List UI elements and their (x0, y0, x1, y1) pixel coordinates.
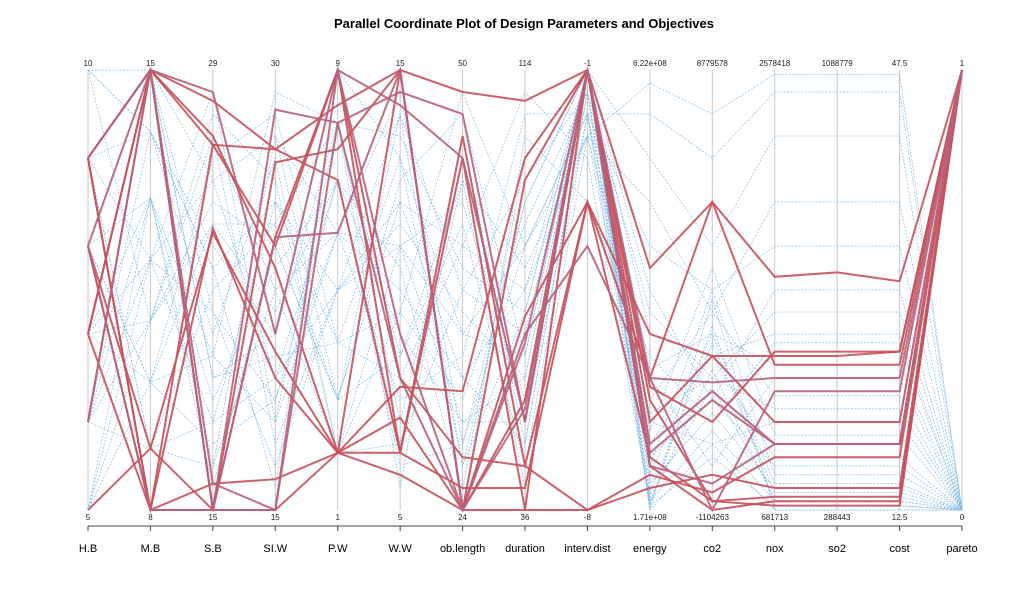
pareto-line-7 (87, 69, 963, 511)
axis-name-co2: co2 (703, 543, 721, 555)
axis-name-ob-length: ob.length (440, 543, 485, 555)
axis-max-label-co2: 8779578 (697, 59, 729, 68)
axis-max-label-pareto: 1 (960, 59, 965, 68)
pareto-line-8 (87, 69, 963, 512)
axis-name-nox: nox (766, 543, 784, 555)
design-line-16 (87, 69, 963, 511)
design-line-25 (87, 69, 963, 511)
axis-max-label-duration: 114 (519, 59, 532, 68)
axis-max-label-ob-length: 50 (458, 59, 467, 68)
axis-name-energy: energy (633, 543, 667, 555)
design-line-34 (87, 91, 963, 511)
axis-min-label-p-w: 1 (335, 513, 340, 522)
axis-name-si-w: SI.W (263, 543, 287, 555)
axis-tick-labels: 1051582915301591155502411436-1-86.22e+08… (84, 59, 965, 522)
axis-max-label-so2: 1088779 (822, 59, 854, 68)
axis-max-label-si-w: 30 (271, 59, 280, 68)
design-line-41 (87, 69, 962, 511)
axis-name-w-w: W.W (389, 543, 413, 555)
axis-min-label-energy: 1.71e+08 (633, 513, 667, 522)
design-line-20 (87, 91, 963, 511)
axis-min-label-so2: 288443 (824, 513, 851, 522)
pareto-line-9 (87, 67, 963, 512)
axis-name-s-b: S.B (204, 543, 222, 555)
axis-max-label-p-w: 9 (335, 59, 340, 68)
axis-min-label-s-b: 15 (208, 513, 217, 522)
design-line-21 (88, 69, 963, 511)
axis-min-label-pareto: 0 (960, 513, 965, 522)
axis-min-label-interv-dist: -8 (584, 513, 592, 522)
axis-name-labels: H.B M.B S.B SI.W P.W W.W ob.length duration inte… (79, 543, 978, 555)
axis-min-label-cost: 12.5 (892, 513, 908, 522)
pareto-line-11 (87, 69, 963, 513)
axis-max-label-s-b: 29 (208, 59, 217, 68)
axis-max-label-nox: 2578418 (759, 59, 791, 68)
axis-min-label-co2: -1104263 (696, 513, 730, 522)
design-line-28 (87, 69, 963, 511)
design-line-26 (87, 113, 963, 511)
axis-max-label-w-w: 15 (396, 59, 405, 68)
axis-max-label-interv-dist: -1 (584, 59, 592, 68)
axis-name-p-w: P.W (328, 543, 348, 555)
axis-name-so2: so2 (828, 543, 846, 555)
axis-min-label-h-b: 5 (86, 513, 91, 522)
design-line-24 (87, 134, 963, 511)
axis-max-label-energy: 6.22e+08 (633, 59, 667, 68)
design-line-38 (87, 90, 963, 511)
axis-max-label-cost: 47.5 (892, 59, 908, 68)
axis-min-label-m-b: 8 (148, 513, 153, 522)
axis-min-label-nox: 681713 (761, 513, 788, 522)
axis-name-m-b: M.B (141, 543, 161, 555)
axis-min-label-duration: 36 (521, 513, 530, 522)
design-line-22 (87, 69, 963, 512)
axis-name-h-b: H.B (79, 543, 97, 555)
pareto-line-6 (87, 69, 963, 513)
chart-title: Parallel Coordinate Plot of Design Param… (334, 16, 714, 31)
axis-name-pareto: pareto (946, 543, 977, 555)
pareto-line-14 (87, 69, 963, 512)
axis-max-label-m-b: 15 (146, 59, 155, 68)
axis-min-label-si-w: 15 (271, 513, 280, 522)
axis-min-label-w-w: 5 (398, 513, 403, 522)
axis-name-interv-dist: interv.dist (564, 543, 610, 555)
axis-name-duration: duration (505, 543, 545, 555)
pareto-line-0 (87, 68, 963, 423)
axis-min-label-ob-length: 24 (458, 513, 467, 522)
pareto-lines (87, 66, 963, 514)
axis-max-label-h-b: 10 (84, 59, 93, 68)
pareto-line-13 (87, 66, 963, 513)
axis-name-cost: cost (889, 543, 909, 555)
design-line-17 (87, 135, 963, 511)
pareto-line-5 (87, 69, 963, 514)
